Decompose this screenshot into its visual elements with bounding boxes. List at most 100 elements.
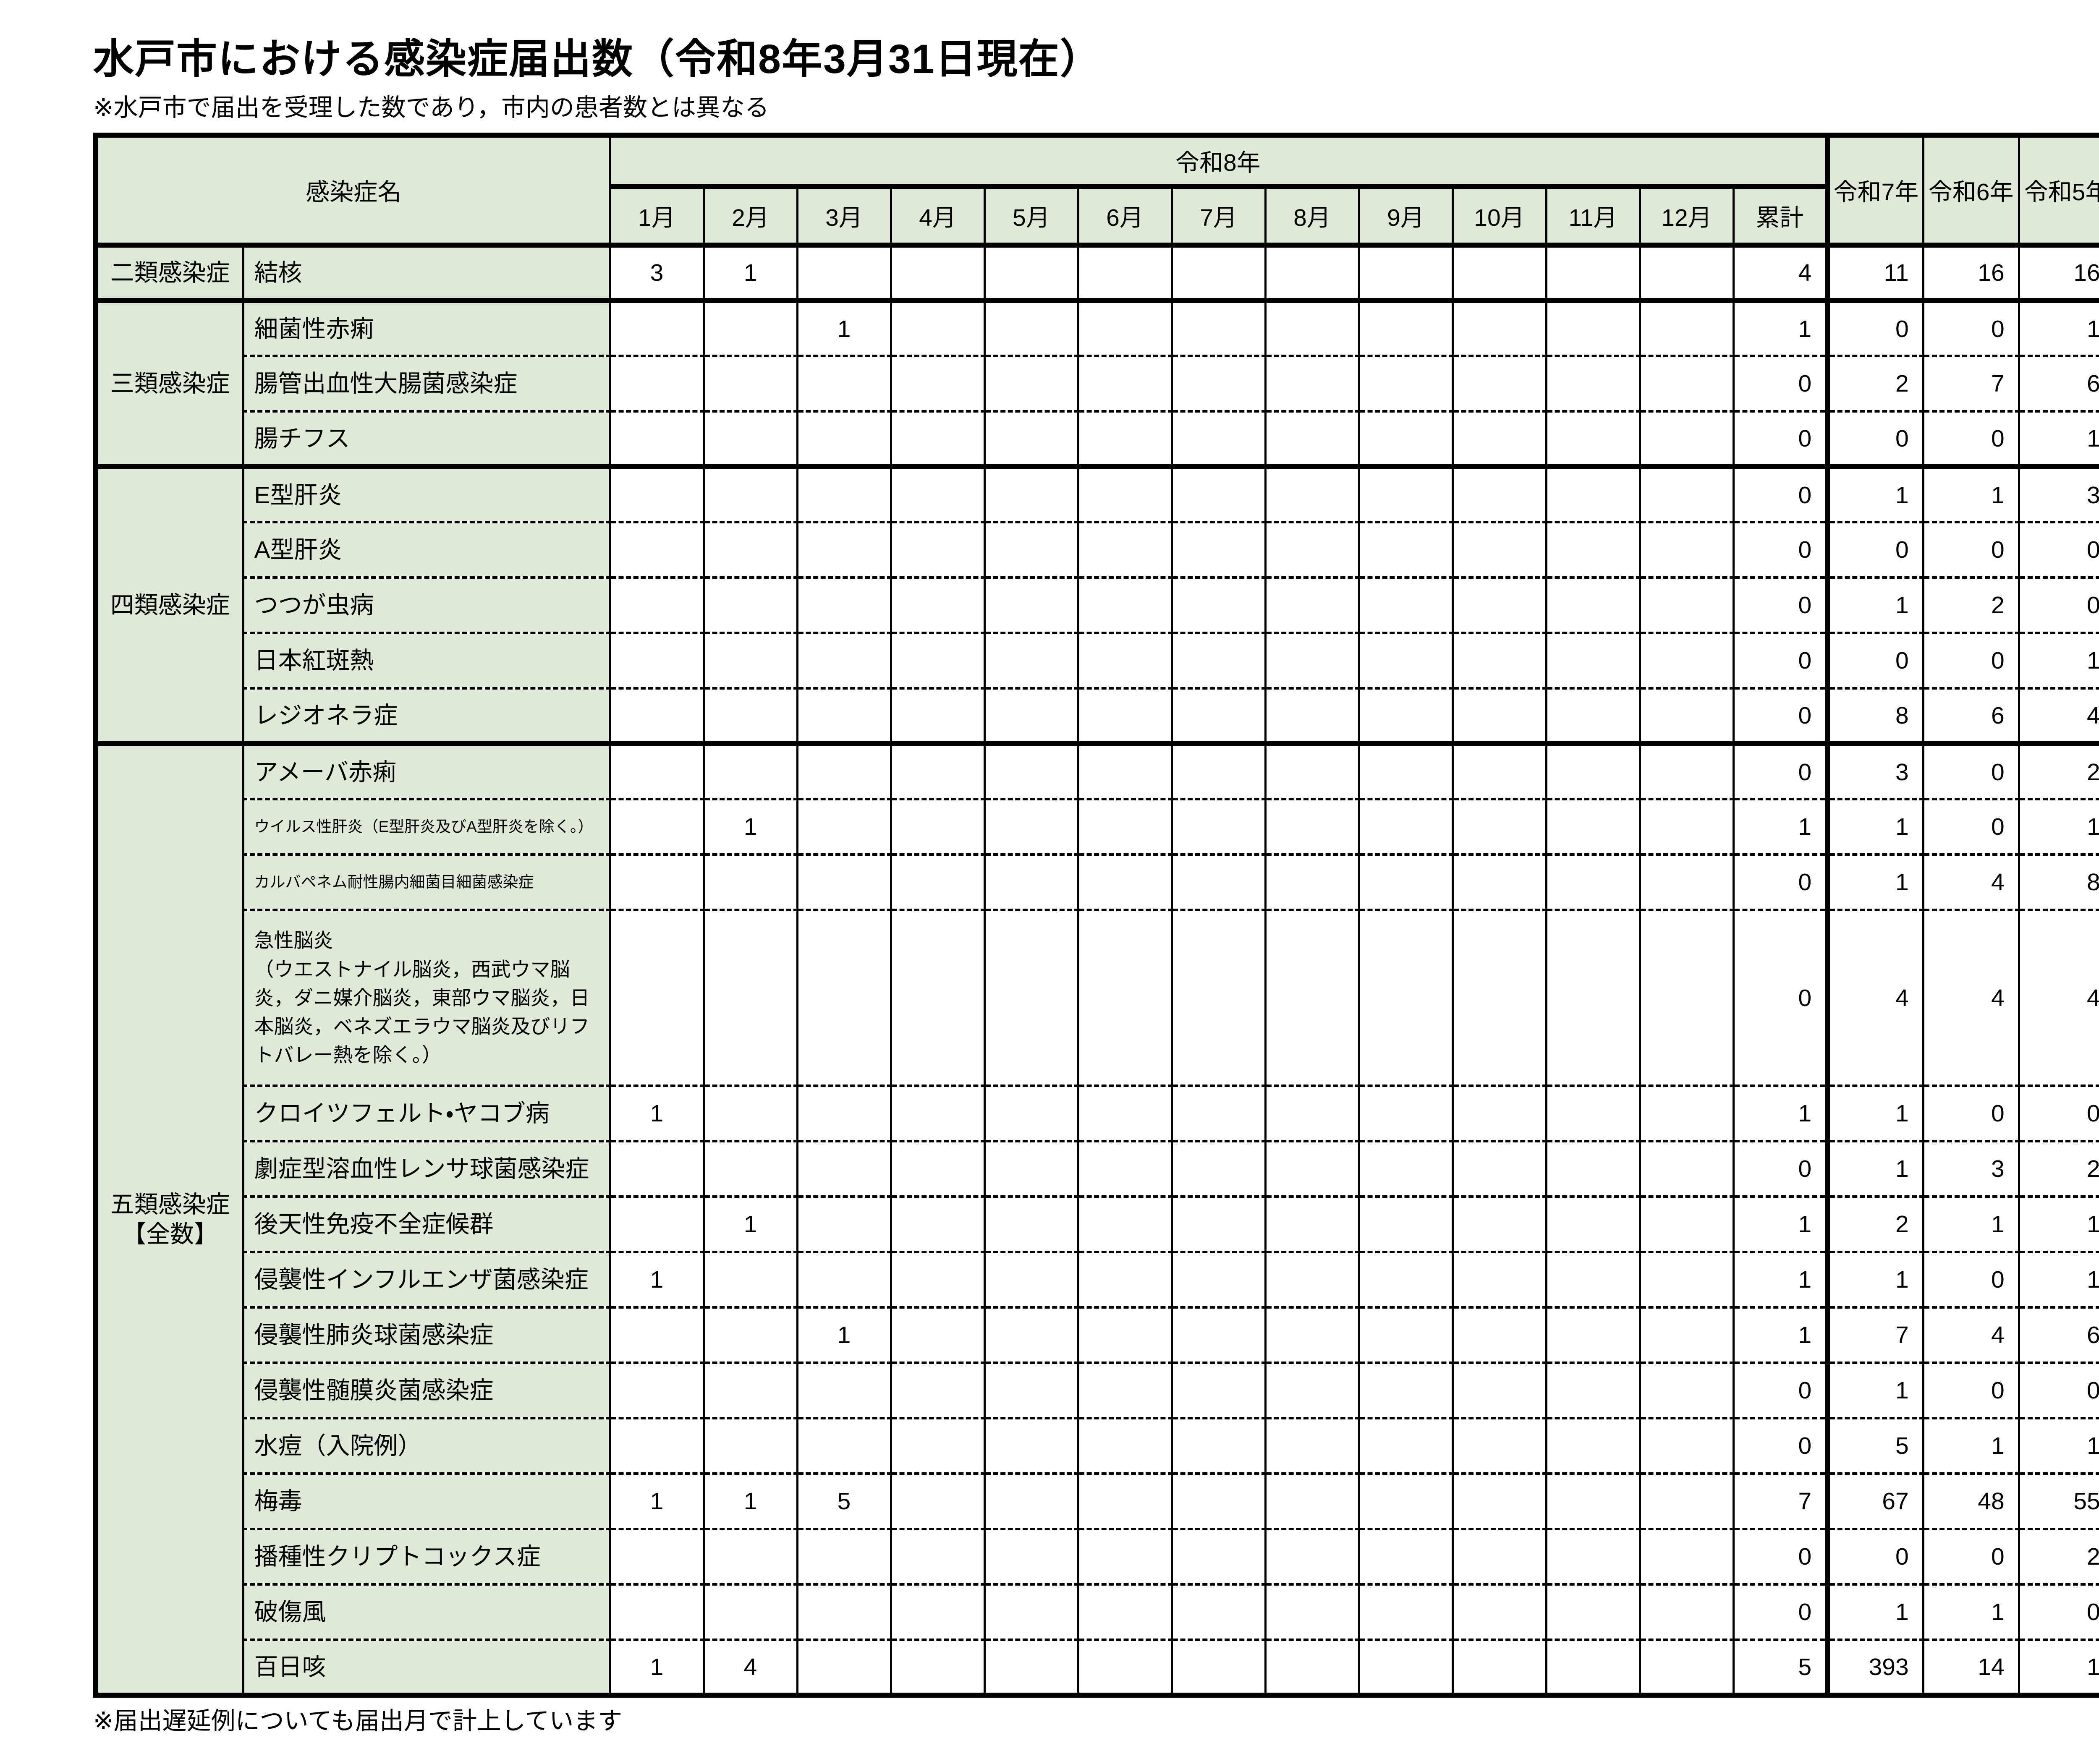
month-count-cell	[1451, 853, 1546, 910]
cumulative-count-cell: 0	[1732, 355, 1828, 412]
disease-name-cell: カルバペネム耐性腸内細菌目細菌感染症	[242, 853, 610, 910]
month-count-cell	[1545, 576, 1640, 633]
year-count-cell: 6	[1922, 687, 2019, 744]
month-header: 5月	[983, 184, 1078, 246]
month-count-cell	[1077, 464, 1172, 523]
month-count-cell	[890, 298, 984, 356]
month-count-cell	[983, 576, 1078, 633]
year-count-cell: 0	[1922, 1085, 2019, 1142]
year-count-cell: 3	[2018, 464, 2099, 523]
month-count-cell	[796, 1251, 891, 1308]
year-count-cell: 0	[1825, 410, 1924, 467]
month-count-cell	[983, 1362, 1078, 1419]
year-count-cell: 0	[1825, 632, 1924, 689]
note-top: ※水戸市で届出を受理した数であり，市内の患者数とは異なる	[93, 94, 769, 121]
month-count-cell	[1170, 1528, 1265, 1585]
year-group-header: 令和8年	[609, 135, 1828, 187]
month-count-cell	[1264, 798, 1359, 855]
year-count-cell: 1	[2018, 1251, 2099, 1308]
month-count-cell	[1358, 243, 1453, 301]
table-row: ウイルス性肝炎（E型肝炎及びA型肝炎を除く。）1110100	[96, 798, 2099, 855]
year-count-cell: 0	[1922, 521, 2019, 578]
year-count-cell: 1	[2018, 298, 2099, 356]
disease-name-cell: 播種性クリプトコックス症	[242, 1528, 610, 1585]
month-count-cell	[1451, 1417, 1546, 1474]
month-count-cell	[609, 298, 704, 356]
month-count-cell: 4	[702, 1639, 797, 1696]
month-count-cell	[1170, 1472, 1265, 1529]
disease-name-cell: 破傷風	[242, 1583, 610, 1640]
month-count-cell	[1358, 1639, 1453, 1696]
month-count-cell	[609, 1362, 704, 1419]
month-count-cell	[1638, 1306, 1733, 1363]
month-count-cell	[1358, 1251, 1453, 1308]
month-count-cell	[1545, 1639, 1640, 1696]
month-count-cell	[1451, 632, 1546, 689]
month-count-cell	[609, 521, 704, 578]
month-count-cell	[890, 521, 984, 578]
month-count-cell	[796, 464, 891, 523]
month-count-cell	[1545, 1528, 1640, 1585]
month-count-cell	[1077, 741, 1172, 800]
month-count-cell	[1264, 576, 1359, 633]
month-count-cell	[1077, 355, 1172, 412]
month-header: 12月	[1638, 184, 1733, 246]
month-count-cell	[1545, 853, 1640, 910]
disease-name-cell: 後天性免疫不全症候群	[242, 1195, 610, 1252]
disease-name-cell: E型肝炎	[242, 464, 610, 523]
month-count-cell	[983, 298, 1078, 356]
month-count-cell	[1638, 1472, 1733, 1529]
year-count-cell: 14	[1922, 1639, 2019, 1696]
month-count-cell	[1358, 853, 1453, 910]
cumulative-count-cell: 0	[1732, 632, 1828, 689]
month-count-cell	[1358, 1528, 1453, 1585]
month-count-cell	[1545, 632, 1640, 689]
month-count-cell	[1077, 1085, 1172, 1142]
month-count-cell	[1638, 355, 1733, 412]
month-count-cell: 1	[609, 1639, 704, 1696]
month-count-cell	[1170, 741, 1265, 800]
month-count-cell	[1451, 1251, 1546, 1308]
year-count-cell: 1	[1825, 1583, 1924, 1640]
disease-name-cell: 腸チフス	[242, 410, 610, 467]
month-count-cell	[1358, 464, 1453, 523]
month-count-cell	[983, 741, 1078, 800]
year-count-cell: 1	[1825, 1362, 1924, 1419]
cumulative-count-cell: 0	[1732, 464, 1828, 523]
month-count-cell	[702, 410, 797, 467]
year-count-cell: 0	[1825, 521, 1924, 578]
month-count-cell	[1638, 576, 1733, 633]
month-count-cell	[983, 410, 1078, 467]
disease-name-cell: 日本紅斑熱	[242, 632, 610, 689]
table-row: 五類感染症 【全数】アメーバ赤痢030232	[94, 741, 2099, 1696]
category-cell: 三類感染症	[94, 298, 243, 467]
month-count-cell	[1638, 243, 1733, 301]
year-count-cell: 2	[1825, 355, 1924, 412]
month-header: 11月	[1545, 184, 1640, 246]
year-count-cell: 4	[2018, 909, 2099, 1086]
month-count-cell	[890, 410, 984, 467]
table-row: 日本紅斑熱000110	[96, 632, 2099, 689]
cumulative-count-cell: 0	[1732, 410, 1828, 467]
month-count-cell	[983, 1639, 1078, 1696]
month-count-cell	[1638, 521, 1733, 578]
month-count-cell	[890, 798, 984, 855]
month-count-cell	[890, 576, 984, 633]
month-count-cell	[702, 741, 797, 800]
month-count-cell	[702, 1417, 797, 1474]
month-count-cell	[702, 687, 797, 744]
month-count-cell	[1545, 1417, 1640, 1474]
year-count-cell: 1	[1825, 1140, 1924, 1197]
cumulative-count-cell: 0	[1732, 687, 1828, 744]
month-count-cell	[702, 632, 797, 689]
month-count-cell	[1170, 1417, 1265, 1474]
month-count-cell	[1451, 1583, 1546, 1640]
month-count-cell	[1638, 1417, 1733, 1474]
month-count-cell	[890, 1085, 984, 1142]
year-count-cell: 0	[2018, 1583, 2099, 1640]
month-count-cell	[609, 1140, 704, 1197]
month-count-cell	[796, 741, 891, 800]
year-count-cell: 2	[2018, 1140, 2099, 1197]
month-count-cell	[1451, 1195, 1546, 1252]
month-count-cell	[983, 1195, 1078, 1252]
